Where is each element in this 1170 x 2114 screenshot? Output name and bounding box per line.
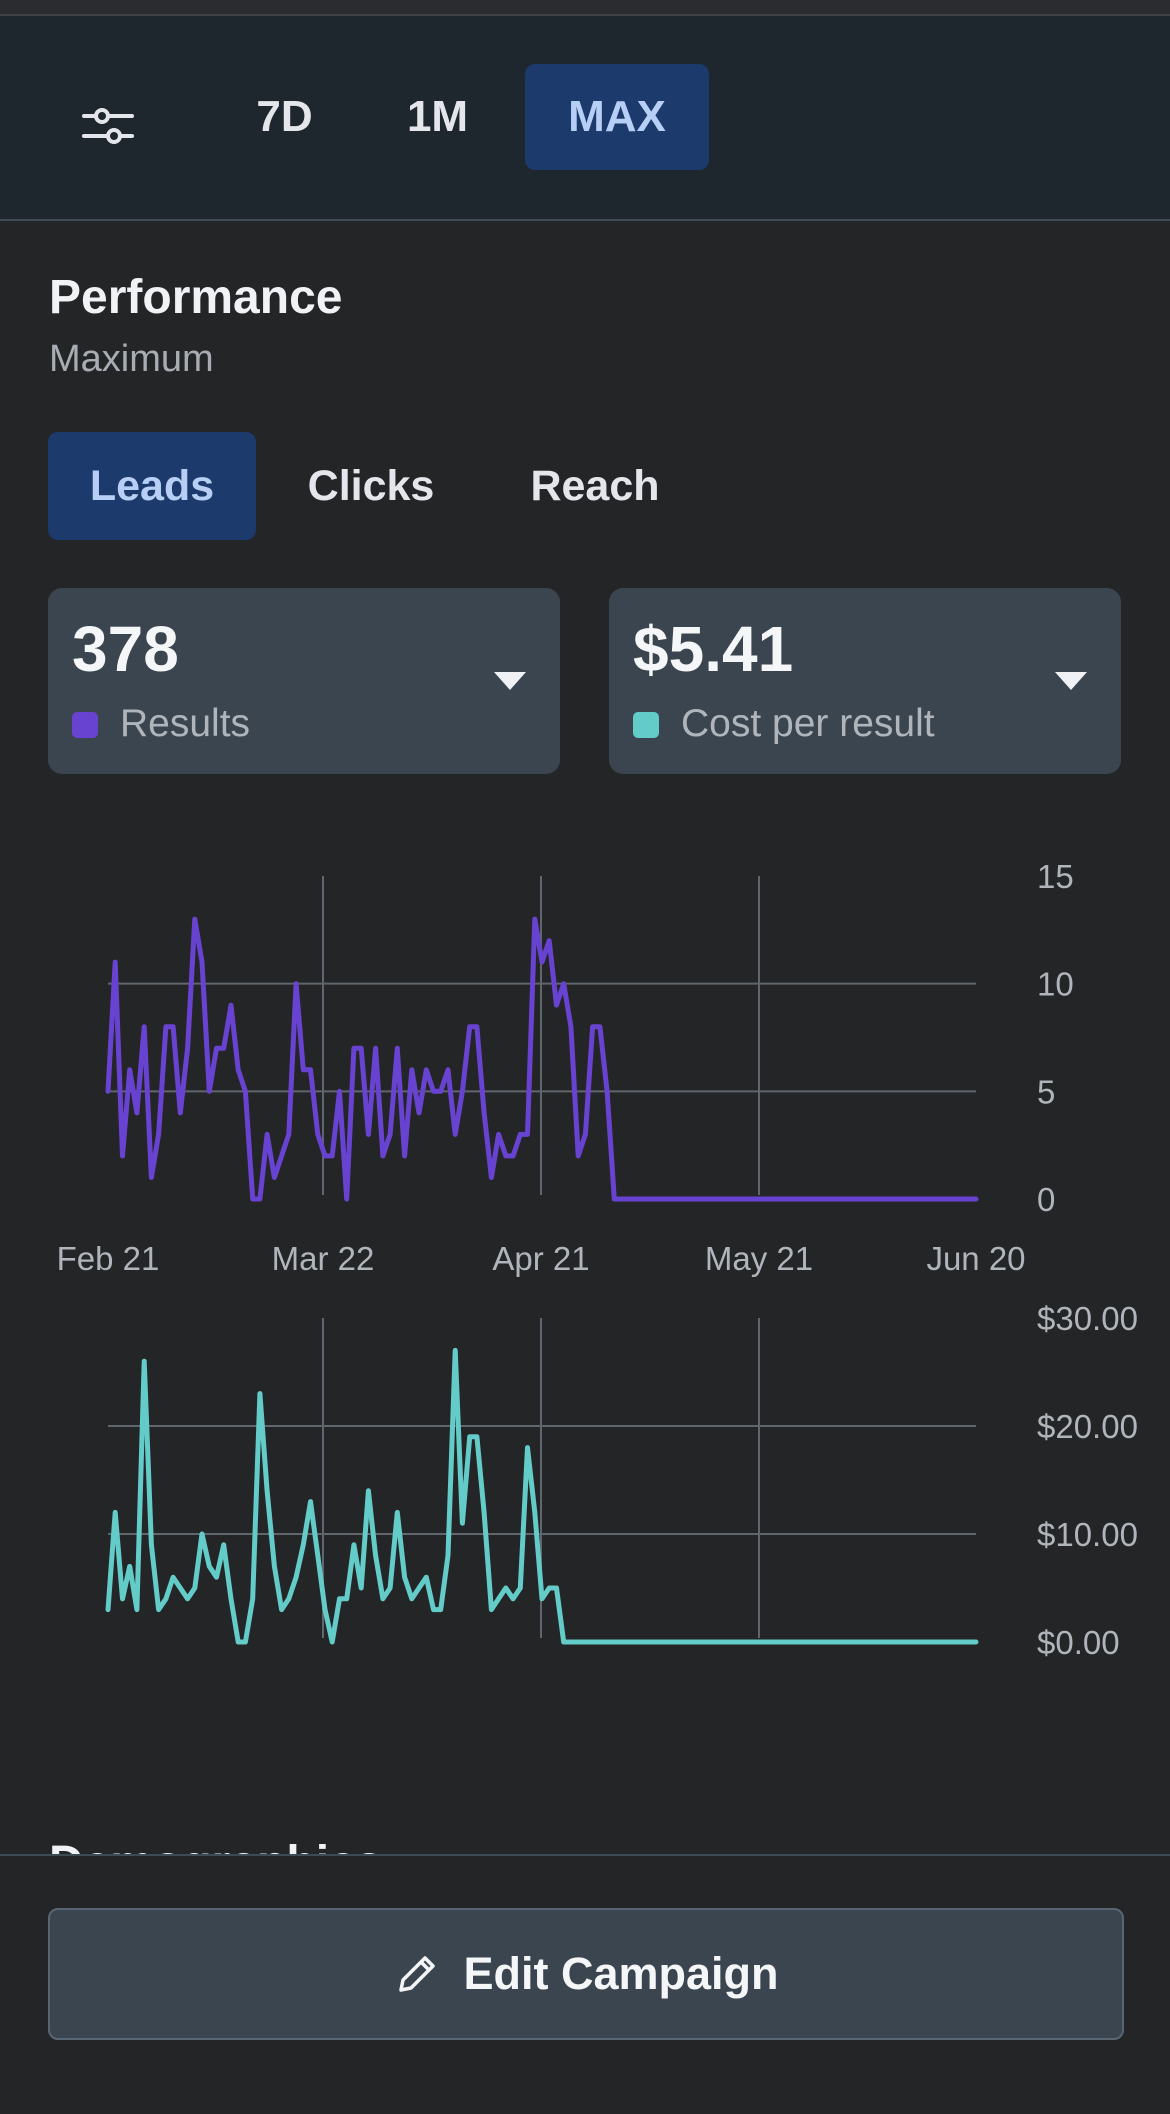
date-range-bar: 7D 1M MAX <box>0 16 1170 221</box>
results-legend-swatch <box>72 712 98 738</box>
filter-sliders-icon <box>82 108 134 144</box>
results-chart: 0 5 10 15 Feb 21 Mar 22 Apr 21 May 21 Jun 20 <box>57 858 1074 1277</box>
series-line <box>105 916 979 1202</box>
status-strip <box>0 0 1170 16</box>
footer-bar: Edit Campaign <box>0 1854 1170 2114</box>
y-tick-label: $0.00 <box>1037 1624 1120 1661</box>
caret-down-icon[interactable] <box>494 672 526 690</box>
x-tick-label: Feb 21 <box>57 1240 160 1277</box>
results-value: 378 <box>72 613 179 685</box>
tab-leads[interactable]: Leads <box>48 432 256 540</box>
caret-down-icon[interactable] <box>1055 672 1087 690</box>
y-tick-label: 10 <box>1037 966 1074 1003</box>
tab-reach[interactable]: Reach <box>530 461 660 510</box>
pencil-icon <box>399 1956 436 1992</box>
cost-per-result-value: $5.41 <box>633 613 794 685</box>
cost-per-result-chart: $0.00 $10.00 $20.00 $30.00 <box>105 1300 1138 1661</box>
results-card[interactable]: 378 Results <box>48 588 560 774</box>
demographics-heading: Demographics <box>49 1836 382 1856</box>
y-tick-label: $30.00 <box>1037 1300 1138 1337</box>
y-tick-label: $10.00 <box>1037 1516 1138 1553</box>
results-label: Results <box>120 702 251 745</box>
range-max-button[interactable]: MAX <box>525 64 709 170</box>
y-tick-label: $20.00 <box>1037 1408 1138 1445</box>
range-7d-button[interactable]: 7D <box>256 92 313 141</box>
performance-subtitle: Maximum <box>49 338 214 380</box>
y-tick-label: 5 <box>1037 1073 1055 1110</box>
y-tick-label: 0 <box>1037 1181 1055 1218</box>
x-tick-label: Jun 20 <box>926 1240 1025 1277</box>
x-tick-label: Apr 21 <box>492 1240 589 1277</box>
performance-title: Performance <box>49 271 343 324</box>
filter-button[interactable] <box>70 88 146 164</box>
tab-clicks[interactable]: Clicks <box>307 461 435 510</box>
edit-campaign-button[interactable]: Edit Campaign <box>48 1908 1124 2040</box>
series-line <box>105 1347 979 1645</box>
edit-campaign-label: Edit Campaign <box>463 1948 779 1999</box>
x-tick-label: May 21 <box>705 1240 813 1277</box>
x-tick-label: Mar 22 <box>272 1240 375 1277</box>
y-tick-label: 15 <box>1037 858 1074 895</box>
cost-per-result-label: Cost per result <box>681 702 935 745</box>
cost-per-result-card[interactable]: $5.41 Cost per result <box>609 588 1121 774</box>
cost-legend-swatch <box>633 712 659 738</box>
range-1m-button[interactable]: 1M <box>406 92 469 141</box>
